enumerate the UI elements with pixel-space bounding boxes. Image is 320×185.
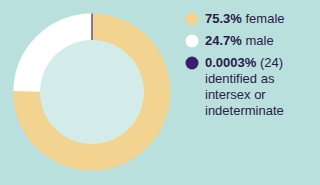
legend-text: indeterminate — [205, 103, 284, 118]
legend-swatch — [186, 57, 199, 70]
legend-text: female — [242, 11, 285, 26]
legend-value: 0.0003% — [205, 55, 257, 70]
chart: 75.3% female24.7% male0.0003% (24)identi… — [0, 0, 320, 185]
legend-label: 24.7% male — [205, 33, 274, 48]
slice — [14, 14, 170, 170]
legend: 75.3% female24.7% male0.0003% (24)identi… — [186, 11, 285, 118]
legend-value: 24.7% — [205, 33, 242, 48]
donut — [14, 14, 170, 170]
donut-hole — [40, 40, 144, 144]
legend-value: 75.3% — [205, 11, 242, 26]
legend-swatch — [186, 13, 199, 26]
legend-item: 24.7% male — [186, 33, 274, 48]
legend-text: (24) — [256, 55, 283, 70]
slice — [91, 14, 92, 40]
legend-swatch — [186, 35, 199, 48]
legend-item: 0.0003% (24)identified asintersex orinde… — [186, 55, 284, 118]
legend-label: 75.3% female — [205, 11, 285, 26]
legend-label: 0.0003% (24)identified asintersex orinde… — [205, 55, 284, 118]
legend-text: intersex or — [205, 87, 266, 102]
legend-text: male — [242, 33, 274, 48]
legend-item: 75.3% female — [186, 11, 285, 26]
legend-text: identified as — [205, 71, 275, 86]
